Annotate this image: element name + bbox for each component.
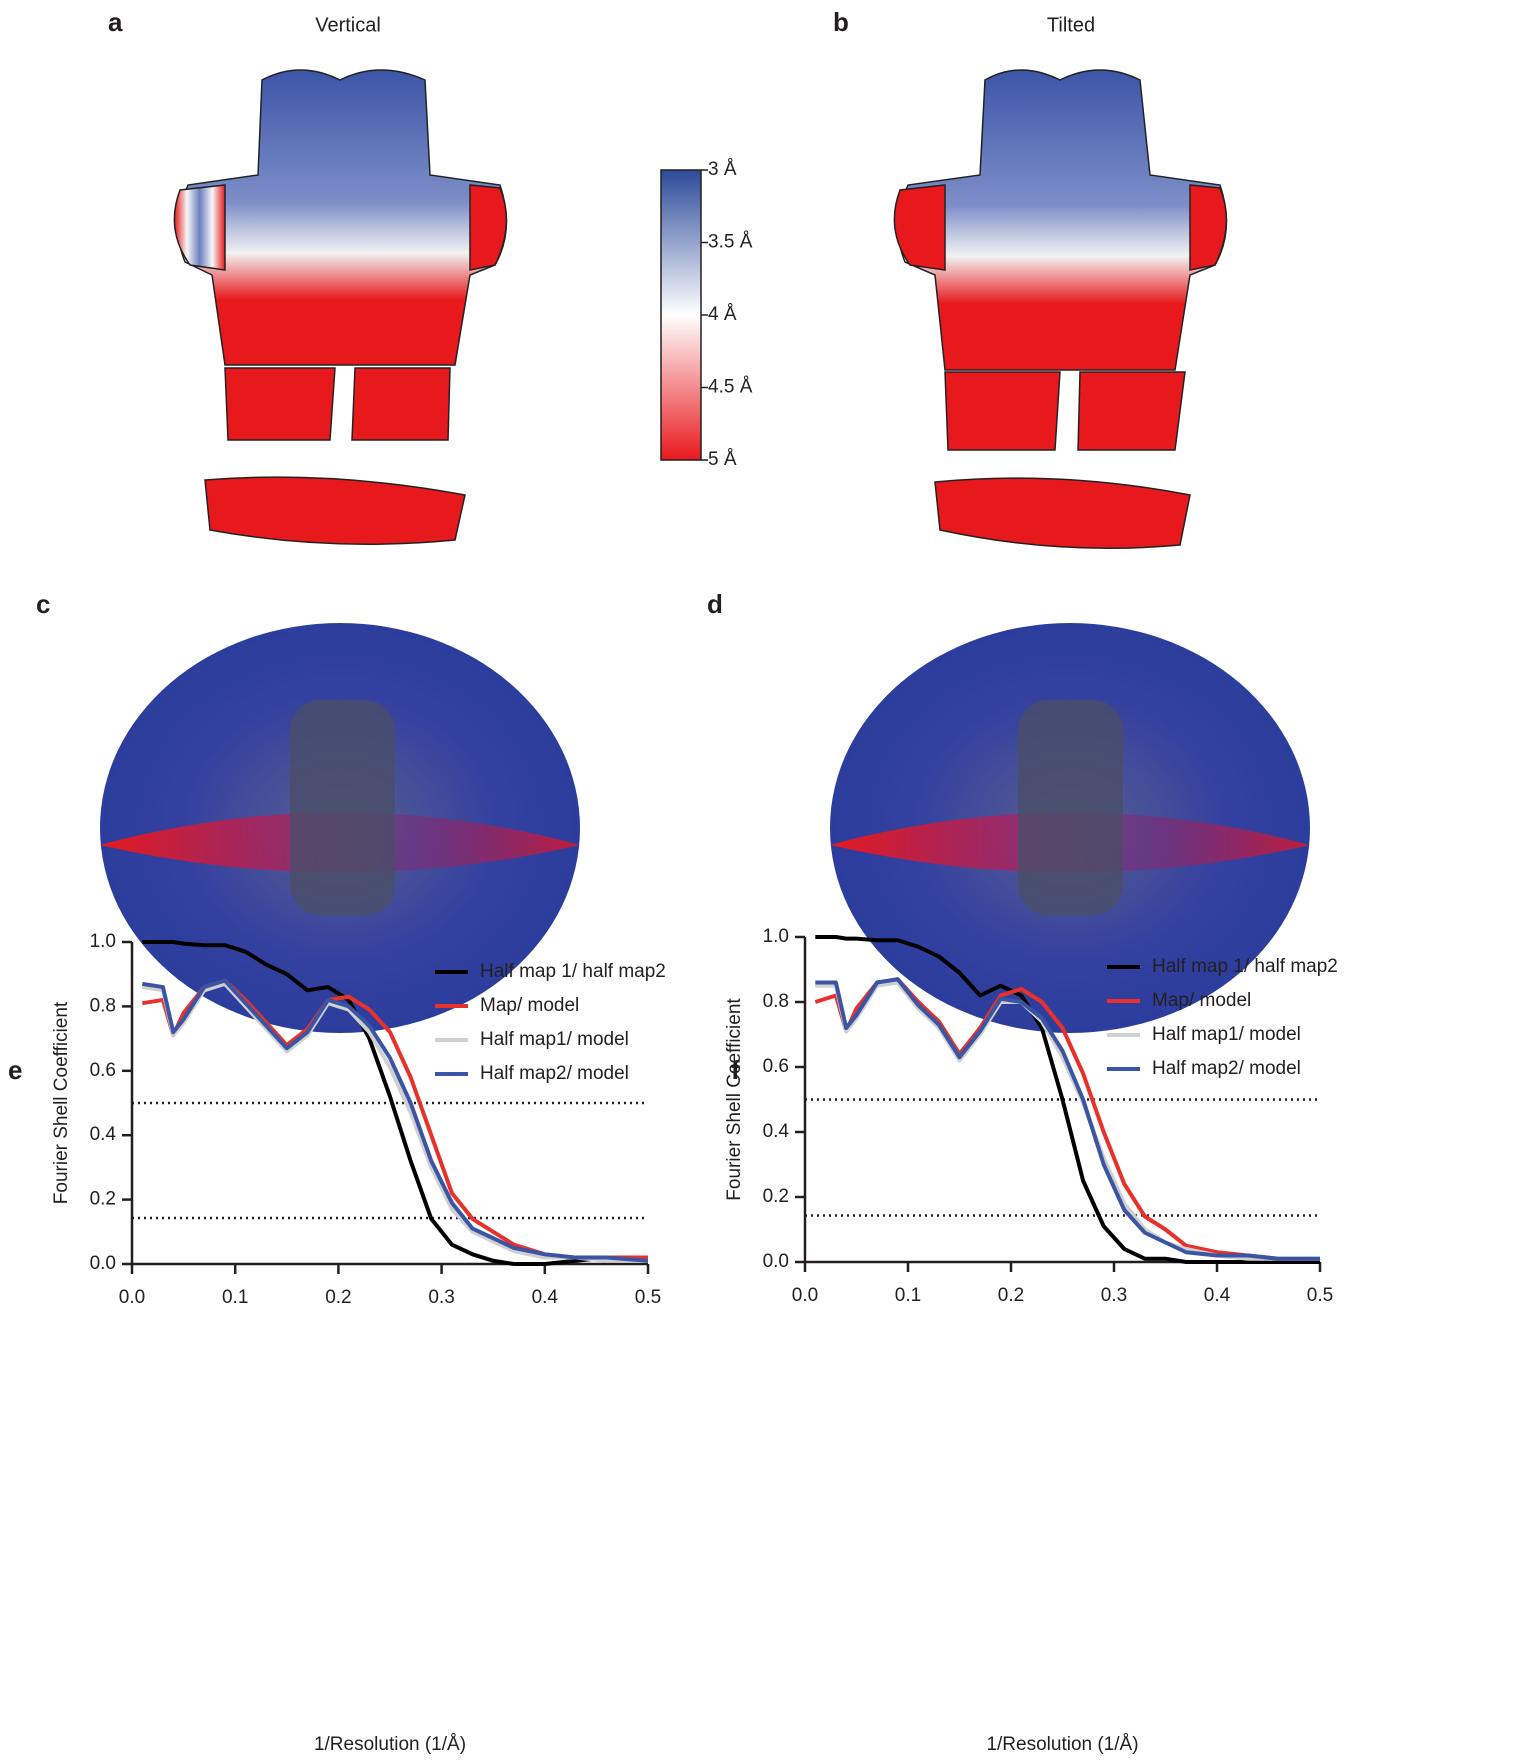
x-tick-label: 0.5	[635, 1287, 661, 1308]
y-tick-label: 0.6	[90, 1060, 116, 1081]
panel-title: Vertical	[315, 14, 381, 36]
x-axis-title: 1/Resolution (1/Å)	[986, 1734, 1138, 1755]
chart: 0.0 0.1 0.2 0.3 0.4 0.5 0.0 0.2 0.4 0.6 0.8 1.0 1/Re…	[51, 931, 666, 1755]
x-tick-label: 0.4	[532, 1287, 559, 1308]
angular-distribution	[100, 623, 580, 1033]
colorbar-label: 5 Å	[708, 449, 737, 470]
x-tick-label: 0.5	[1307, 1285, 1333, 1306]
panel-label: b	[833, 7, 849, 37]
y-tick-label: 0.4	[90, 1124, 117, 1145]
y-axis-title: Fourier Shell Coefficient	[724, 998, 745, 1201]
panel-label: a	[108, 7, 123, 37]
legend-label: Half map1/ model	[1152, 1024, 1301, 1045]
y-tick-label: 0.8	[90, 995, 116, 1016]
x-axis-title: 1/Resolution (1/Å)	[314, 1734, 466, 1755]
x-tick-label: 0.0	[792, 1285, 818, 1306]
y-tick-label: 0.4	[763, 1121, 790, 1142]
chart: 0.0 0.1 0.2 0.3 0.4 0.5 0.0 0.2 0.4 0.6 0.8 1.0 1/Re…	[724, 926, 1338, 1755]
x-tick-label: 0.1	[222, 1287, 248, 1308]
density-map	[893, 69, 1228, 550]
legend-label: Half map2/ model	[480, 1063, 629, 1084]
legend-label: Half map 1/ half map2	[1152, 956, 1338, 977]
panel-label: e	[8, 1055, 22, 1085]
x-tick-label: 0.3	[428, 1287, 454, 1308]
x-tick-label: 0.2	[998, 1285, 1024, 1306]
y-tick-label: 0.6	[763, 1056, 789, 1077]
y-tick-label: 1.0	[90, 931, 116, 952]
colorbar-label: 3.5 Å	[708, 232, 753, 253]
y-tick-label: 0.0	[90, 1253, 116, 1274]
legend-label: Half map1/ model	[480, 1029, 629, 1050]
colorbar-label: 3 Å	[708, 159, 737, 180]
legend-label: Half map2/ model	[1152, 1058, 1301, 1079]
panel-label: d	[707, 589, 723, 619]
angular-distribution	[830, 623, 1310, 1033]
legend-label: Half map 1/ half map2	[480, 961, 666, 982]
x-tick-label: 0.3	[1101, 1285, 1127, 1306]
y-tick-label: 1.0	[763, 926, 789, 947]
density-map	[173, 69, 508, 545]
panel-title: Tilted	[1047, 14, 1095, 36]
colorbar-label: 4.5 Å	[708, 377, 753, 398]
colorbar-label: 4 Å	[708, 304, 737, 325]
fsc-curve	[142, 978, 649, 1263]
legend-label: Map/ model	[480, 995, 579, 1016]
x-tick-label: 0.4	[1204, 1285, 1231, 1306]
legend-label: Map/ model	[1152, 990, 1251, 1011]
y-tick-label: 0.8	[763, 991, 789, 1012]
fsc-curve	[815, 977, 1320, 1261]
x-tick-label: 0.1	[895, 1285, 921, 1306]
panel-label: f	[731, 1055, 740, 1085]
x-tick-label: 0.0	[119, 1287, 145, 1308]
x-tick-label: 0.2	[325, 1287, 351, 1308]
y-axis-title: Fourier Shell Coefficient	[51, 1001, 72, 1204]
panel-label: c	[36, 589, 50, 619]
y-tick-label: 0.0	[763, 1251, 789, 1272]
colorbar	[660, 169, 702, 461]
y-tick-label: 0.2	[90, 1189, 116, 1210]
y-tick-label: 0.2	[763, 1186, 789, 1207]
